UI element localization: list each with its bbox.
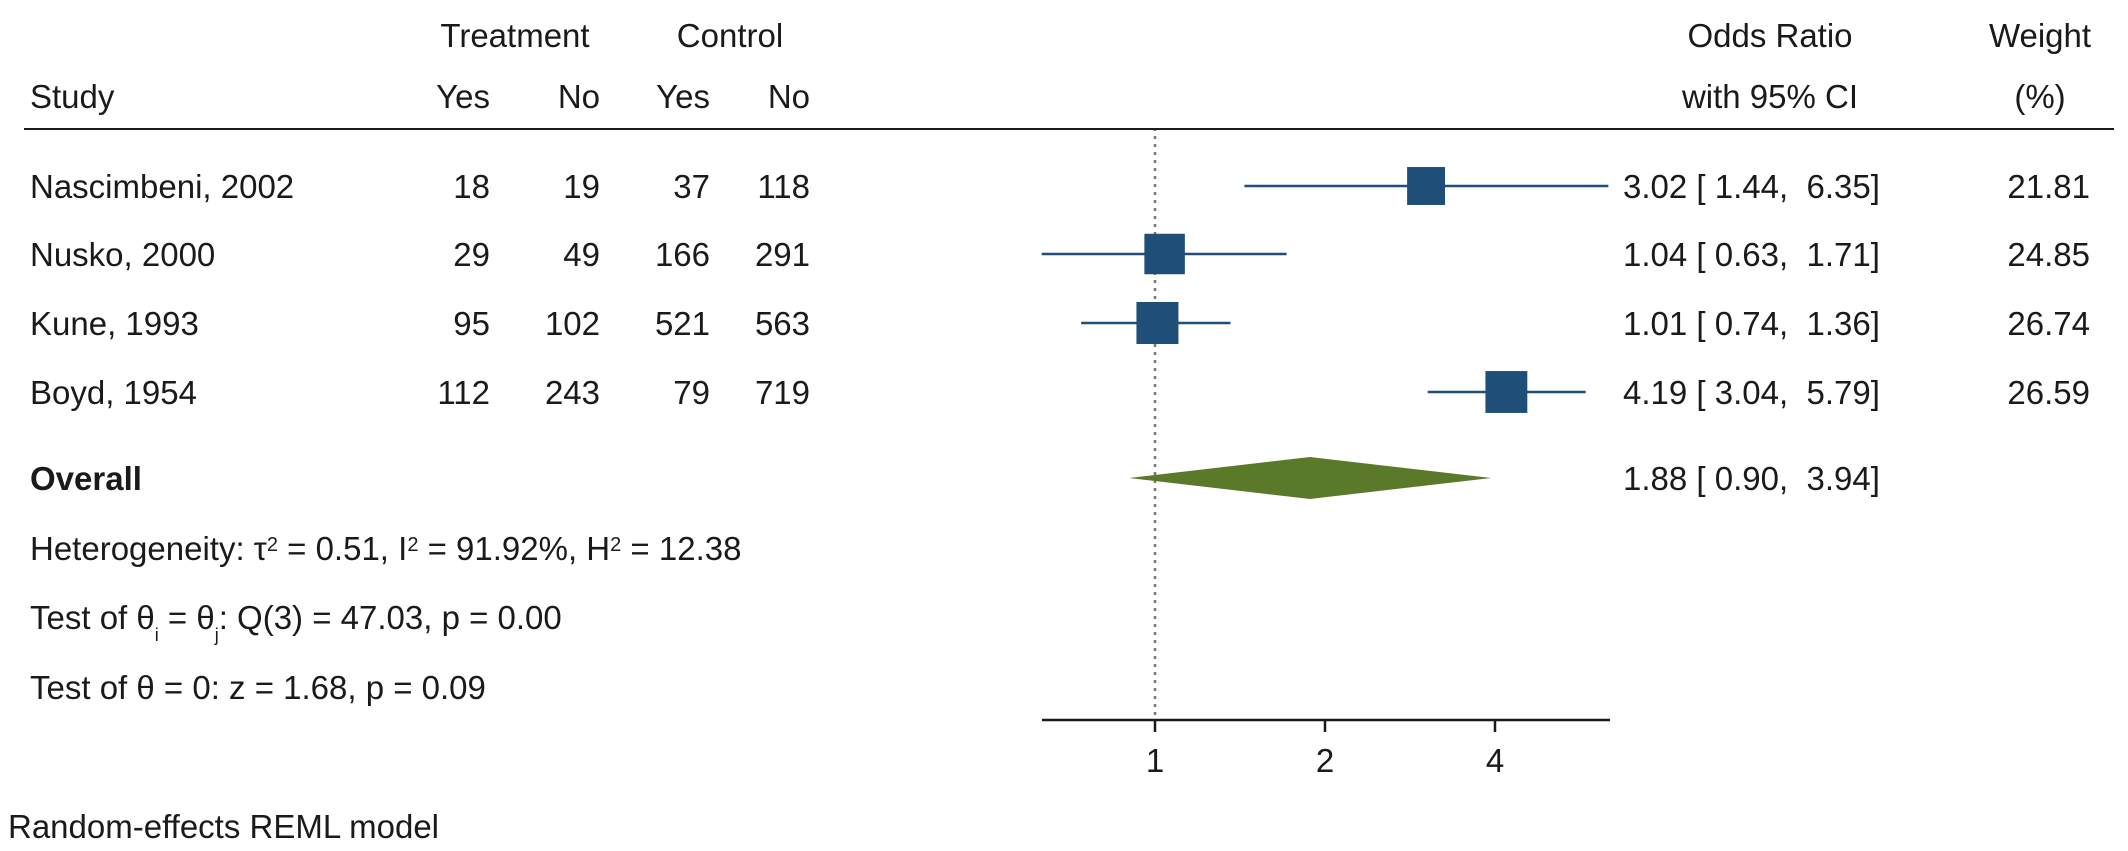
control-yes-value: 521 [654, 305, 710, 342]
heterogeneity-text: Heterogeneity: τ2 = 0.51, I2 = 91.92%, H… [30, 530, 742, 567]
or-ci-text: 1.01 [ 0.74, 1.36] [1623, 305, 1880, 342]
treatment-no-value: 102 [544, 305, 600, 342]
treatment-no-value: 49 [563, 236, 600, 273]
treatment-yes-value: 95 [453, 305, 490, 342]
treatment-no-value: 19 [563, 168, 600, 205]
study-name: Boyd, 1954 [30, 374, 197, 411]
overall-diamond [1129, 457, 1492, 499]
study-marker [1485, 371, 1528, 413]
or-header-line2: with 95% CI [1681, 78, 1859, 115]
header-rule [24, 128, 2114, 130]
study-marker [1144, 233, 1185, 275]
control-no-value: 719 [754, 374, 810, 411]
weight-value: 26.74 [2007, 305, 2090, 342]
treatment-yes-header: Yes [436, 78, 490, 115]
control-header: Control [676, 17, 784, 54]
study-header: Study [30, 78, 115, 115]
x-tick-label: 1 [1146, 742, 1164, 779]
treatment-yes-value: 29 [453, 236, 490, 273]
study-name: Nascimbeni, 2002 [30, 168, 295, 205]
treatment-header: Treatment [440, 17, 590, 54]
control-yes-value: 166 [654, 236, 710, 273]
study-name: Kune, 1993 [30, 305, 199, 342]
control-no-value: 291 [754, 236, 810, 273]
footnote: Random-effects REML model [8, 808, 440, 845]
or-header-line1: Odds Ratio [1687, 17, 1853, 54]
control-yes-value: 79 [673, 374, 710, 411]
or-ci-text: 1.04 [ 0.63, 1.71] [1623, 236, 1880, 273]
control-no-value: 563 [754, 305, 810, 342]
control-no-value: 118 [757, 168, 810, 205]
or-ci-text: 4.19 [ 3.04, 5.79] [1623, 374, 1880, 411]
weight-header-line1: Weight [1988, 17, 2092, 54]
test-q-text: Test of θi = θj: Q(3) = 47.03, p = 0.00 [30, 599, 562, 645]
study-name: Nusko, 2000 [30, 236, 216, 273]
study-marker [1407, 167, 1446, 205]
treatment-yes-value: 18 [453, 168, 490, 205]
x-tick-label: 2 [1316, 742, 1334, 779]
control-no-header: No [767, 78, 810, 115]
overall-label: Overall [30, 460, 142, 497]
treatment-no-value: 243 [544, 374, 600, 411]
overall-or-ci-text: 1.88 [ 0.90, 3.94] [1623, 460, 1880, 497]
study-marker [1136, 302, 1179, 344]
weight-value: 26.59 [2007, 374, 2090, 411]
weight-header-line2: (%) [2014, 78, 2066, 115]
treatment-yes-value: 112 [437, 374, 490, 411]
treatment-no-header: No [557, 78, 600, 115]
x-tick-label: 4 [1486, 742, 1504, 779]
control-yes-header: Yes [656, 78, 710, 115]
weight-value: 21.81 [2007, 168, 2090, 205]
weight-value: 24.85 [2007, 236, 2090, 273]
or-ci-text: 3.02 [ 1.44, 6.35] [1623, 168, 1880, 205]
control-yes-value: 37 [673, 168, 710, 205]
test-z-text: Test of θ = 0: z = 1.68, p = 0.09 [30, 669, 486, 706]
